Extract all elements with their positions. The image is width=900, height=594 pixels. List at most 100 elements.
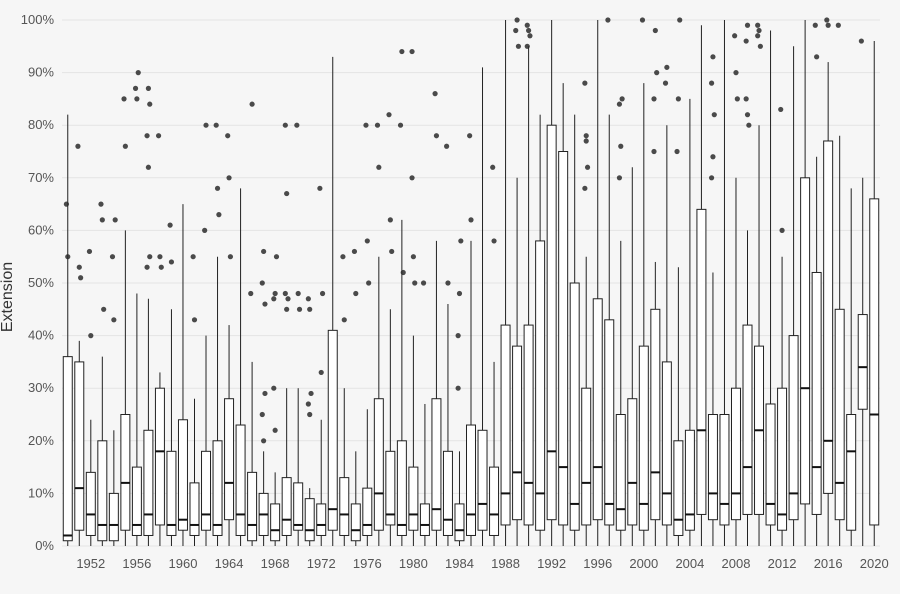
box [409, 467, 418, 530]
box [478, 430, 487, 530]
outlier-point [677, 17, 682, 22]
box [213, 441, 222, 536]
box [271, 504, 280, 541]
outlier-point [824, 17, 829, 22]
outlier-point [712, 112, 717, 117]
outlier-point [444, 144, 449, 149]
outlier-point [159, 265, 164, 270]
outlier-point [651, 96, 656, 101]
box [513, 346, 522, 520]
outlier-point [744, 38, 749, 43]
box [363, 488, 372, 535]
outlier-point [157, 254, 162, 259]
outlier-point [755, 23, 760, 28]
outlier-point [191, 254, 196, 259]
outlier-point [640, 17, 645, 22]
x-tick-label: 1996 [583, 556, 612, 571]
y-tick-label: 20% [28, 433, 54, 448]
outlier-point [77, 265, 82, 270]
outlier-point [65, 254, 70, 259]
outlier-point [123, 144, 128, 149]
box [167, 451, 176, 535]
outlier-point [709, 175, 714, 180]
box [731, 388, 740, 520]
outlier-point [147, 254, 152, 259]
box [708, 415, 717, 520]
outlier-point [134, 96, 139, 101]
box [536, 241, 545, 530]
outlier-point [527, 33, 532, 38]
box [858, 315, 867, 410]
outlier-point [319, 370, 324, 375]
chart-svg: 0%10%20%30%40%50%60%70%80%90%100%1952195… [0, 0, 900, 594]
x-tick-label: 2000 [629, 556, 658, 571]
outlier-point [260, 412, 265, 417]
outlier-point [365, 238, 370, 243]
outlier-point [214, 123, 219, 128]
outlier-point [859, 38, 864, 43]
box [674, 441, 683, 536]
box [662, 362, 671, 525]
outlier-point [585, 165, 590, 170]
outlier-point [101, 307, 106, 312]
outlier-point [261, 438, 266, 443]
box [225, 399, 234, 520]
outlier-point [146, 165, 151, 170]
y-axis-label: Extension [0, 262, 17, 332]
box [801, 178, 810, 504]
box [812, 272, 821, 514]
box [847, 415, 856, 531]
box [86, 472, 95, 535]
outlier-point [491, 238, 496, 243]
outlier-point [654, 70, 659, 75]
box [639, 346, 648, 530]
outlier-point [744, 96, 749, 101]
outlier-point [249, 102, 254, 107]
outlier-point [283, 123, 288, 128]
outlier-point [284, 307, 289, 312]
outlier-point [513, 28, 518, 33]
box [351, 504, 360, 541]
box [559, 152, 568, 525]
outlier-point [526, 28, 531, 33]
outlier-point [308, 391, 313, 396]
box [582, 388, 591, 525]
outlier-point [136, 70, 141, 75]
outlier-point [262, 301, 267, 306]
box [155, 388, 164, 525]
box [317, 504, 326, 536]
box [697, 209, 706, 514]
outlier-point [412, 280, 417, 285]
outlier-point [584, 133, 589, 138]
box [282, 478, 291, 536]
outlier-point [113, 217, 118, 222]
box [789, 336, 798, 520]
outlier-point [525, 44, 530, 49]
y-tick-label: 80% [28, 117, 54, 132]
outlier-point [147, 102, 152, 107]
x-tick-label: 2016 [814, 556, 843, 571]
outlier-point [274, 254, 279, 259]
x-tick-label: 1980 [399, 556, 428, 571]
box [605, 320, 614, 525]
box [455, 504, 464, 541]
outlier-point [813, 23, 818, 28]
box [443, 451, 452, 535]
outlier-point [226, 175, 231, 180]
y-tick-label: 50% [28, 275, 54, 290]
outlier-point [78, 275, 83, 280]
outlier-point [778, 107, 783, 112]
box [202, 451, 211, 530]
outlier-point [192, 317, 197, 322]
outlier-point [297, 307, 302, 312]
outlier-point [283, 291, 288, 296]
outlier-point [307, 307, 312, 312]
x-tick-label: 2012 [768, 556, 797, 571]
x-tick-label: 1968 [261, 556, 290, 571]
outlier-point [317, 186, 322, 191]
outlier-point [111, 317, 116, 322]
outlier-point [271, 386, 276, 391]
outlier-point [745, 23, 750, 28]
box [340, 478, 349, 536]
outlier-point [826, 23, 831, 28]
